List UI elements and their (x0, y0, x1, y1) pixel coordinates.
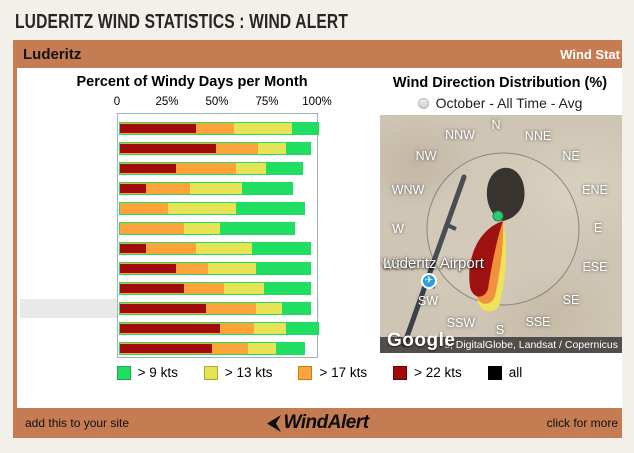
legend-label: > 17 kts (319, 365, 368, 380)
compass-label-sw: SW (417, 294, 439, 308)
chart-title: Percent of Windy Days per Month (76, 74, 308, 90)
bar-plot-area (117, 113, 319, 358)
period-radio-label: October - All Time - Avg (435, 95, 583, 111)
x-tick-label: 50% (205, 96, 229, 108)
map-attribution-bar: s, DigitalGlobe, Landsat / Copernicus (380, 337, 622, 353)
bar-segment-22kts (120, 244, 146, 253)
windy-days-chart: Percent of Windy Days per Month 0 25% 50% 7… (17, 68, 367, 408)
compass-label-s: S (495, 323, 505, 337)
x-tick-label: 0 (113, 96, 121, 108)
chart-legend: > 9 kts > 13 kts > 17 kts > 22 kts all (17, 365, 622, 380)
bar-segment-22kts (120, 164, 176, 173)
page-title: LUDERITZ WIND STATISTICS : WIND ALERT (15, 11, 349, 33)
windalert-logo-text: WindAlert (283, 412, 369, 433)
compass-label-e: E (593, 221, 603, 235)
legend-item: > 17 kts (298, 365, 367, 380)
bar-segment-22kts (120, 324, 220, 333)
period-radio-row: October - All Time - Avg (370, 94, 622, 112)
x-tick-label: 25% (155, 96, 179, 108)
bar-segment-17kts (120, 223, 184, 234)
bar-segment-22kts (120, 264, 176, 273)
compass-label-nnw: NNW (445, 128, 475, 142)
legend-item: > 13 kts (203, 365, 273, 380)
compass-label-wsw: WSW (382, 258, 414, 272)
compass-label-se: SE (562, 293, 580, 307)
airport-label: Lüderitz Airport (383, 255, 484, 272)
widget-header: Luderitz Wind Stat (13, 40, 622, 68)
legend-item: > 9 kts (116, 365, 178, 380)
bar-segment-17kts (120, 163, 236, 174)
wind-rose-petal-22kts (469, 221, 503, 297)
widget-footer: add this to your site WindAlert click fo… (13, 408, 622, 438)
wind-rose-center-dot (492, 210, 504, 222)
google-map[interactable]: N NNE NE ENE E ESE SE SSE S SSW SW WSW W WNW NW NNW Lüd… (380, 115, 622, 353)
compass-label-ene: ENE (582, 183, 608, 197)
legend-swatch-icon (393, 365, 408, 380)
bar-segment-22kts (120, 144, 216, 153)
legend-label: all (508, 365, 523, 380)
wind-rose-overlay (401, 152, 580, 348)
legend-swatch-icon (203, 365, 218, 380)
map-attribution-text: s, DigitalGlobe, Landsat / Copernicus (444, 339, 618, 351)
bar-segment-17kts (120, 203, 168, 214)
windalert-sail-icon (266, 414, 281, 432)
windalert-logo[interactable]: WindAlert (266, 412, 369, 434)
bar-segment-22kts (120, 304, 206, 313)
legend-label: > 13 kts (224, 365, 273, 380)
legend-swatch-icon (487, 365, 502, 380)
legend-label: > 9 kts (137, 365, 178, 380)
legend-swatch-icon (298, 365, 313, 380)
header-right-text: Wind Stat (560, 46, 620, 62)
widget-body: Percent of Windy Days per Month 0 25% 50% 7… (17, 68, 622, 408)
compass-label-ssw: SSW (446, 316, 476, 330)
bar-segment-22kts (120, 284, 184, 293)
legend-item: all (487, 365, 523, 380)
runway-stub-icon (446, 223, 457, 231)
x-tick-label: 100% (302, 96, 332, 108)
map-title: Wind Direction Distribution (%) (392, 75, 608, 91)
legend-item: > 22 kts (393, 365, 462, 380)
bar-segment-22kts (120, 184, 146, 193)
airport-icon: ✈ (421, 273, 437, 289)
bar-segment-17kts (120, 183, 190, 194)
bar-segment-22kts (120, 344, 212, 353)
compass-label-n: N (491, 118, 501, 132)
compass-label-sse: SSE (525, 315, 551, 329)
station-name: Luderitz (23, 45, 82, 63)
x-tick-label: 75% (255, 96, 279, 108)
compass-label-ne: NE (562, 149, 580, 163)
bar-segment-22kts (120, 124, 196, 133)
wind-rose-all-lobe (486, 167, 525, 221)
bar-segment-13kts (120, 203, 236, 214)
wind-direction-panel: Wind Direction Distribution (%) October … (370, 68, 622, 408)
add-to-site-link[interactable]: add this to your site (25, 416, 130, 430)
google-logo[interactable]: Google (387, 330, 456, 351)
compass-label-nne: NNE (524, 129, 552, 143)
compass-label-w: W (392, 222, 404, 236)
legend-swatch-icon (116, 365, 131, 380)
legend-label: > 22 kts (414, 365, 462, 380)
compass-label-nw: NW (415, 149, 437, 163)
compass-label-ese: ESE (582, 260, 608, 274)
compass-label-wnw: WNW (391, 183, 425, 197)
wind-statistics-widget: Luderitz Wind Stat Percent of Windy Days… (13, 40, 622, 438)
period-radio-button[interactable] (417, 97, 429, 109)
click-for-more-link[interactable]: click for more (546, 416, 618, 430)
bar-segment-17kts (120, 243, 196, 254)
